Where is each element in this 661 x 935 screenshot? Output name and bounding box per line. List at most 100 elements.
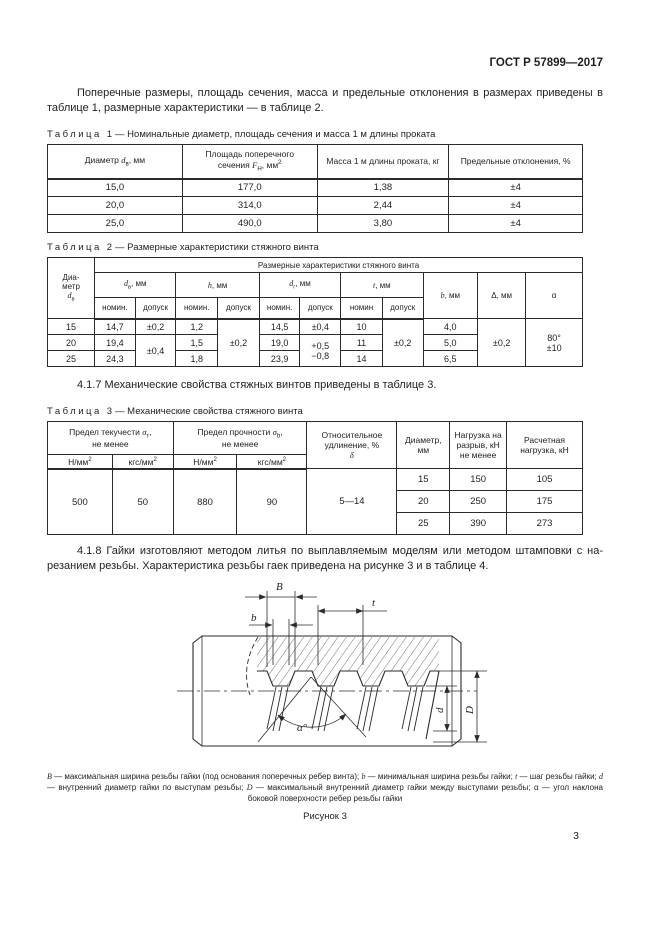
table-cell: 1,2 [175, 318, 219, 335]
figure-label: Рисунок 3 [303, 811, 347, 823]
table-caption-word: Таблица [47, 406, 102, 417]
table-caption-word: Таблица [47, 129, 102, 140]
table-cell: 14 [340, 350, 383, 367]
table-header-cell: Масса 1 м длины проката, кг [316, 144, 450, 180]
table-header-cell: Диа-метр dв [46, 257, 96, 319]
dim-label-D: D [464, 706, 476, 715]
table-header-cell: Н/мм2 [47, 453, 113, 470]
table-header-cell: кгс/мм2 [111, 453, 174, 470]
dim-label-alpha: α° [297, 722, 308, 734]
table-cell: 80° ±10 [525, 318, 583, 367]
table-header-cell: допуск [381, 297, 424, 320]
table1-caption: Таблица 1— Номинальные диаметр, площадь с… [47, 129, 603, 140]
table-cell: ±4 [448, 178, 583, 197]
table-header-cell: dг, мм [258, 272, 342, 298]
table-caption-text: — Размерные характеристики стяжного винт… [115, 242, 319, 253]
table-cell: 23,9 [258, 350, 301, 367]
table-cell: ±0,2 [381, 318, 424, 367]
dim-label-b: b [251, 612, 257, 624]
table-header-cell: Предельные отклонения, % [448, 144, 583, 180]
table-cell: 11 [340, 334, 383, 351]
table-cell: 20 [46, 334, 96, 351]
table-3-mechanical-properties: Предел текучести σт, не менее Предел прочн… [47, 420, 584, 536]
table-cell: 15,0 [47, 178, 183, 197]
table-header-cell: Площадь поперечного сечения FН, мм2 [181, 144, 318, 180]
clause-4-1-7: 4.1.7 Механические свойства стяжных винт… [77, 379, 437, 391]
table-header-cell: Предел текучести σт, не менее [47, 421, 174, 455]
figure-3-container: B b t α° d D [47, 579, 603, 770]
figure-caption: B — максимальная ширина резьбы гайки (по… [47, 772, 604, 804]
table-cell: 14,7 [94, 318, 136, 335]
table-cell: 177,0 [181, 178, 318, 197]
table-cell: 105 [505, 468, 584, 492]
table-header-cell: b, мм [422, 272, 479, 319]
table-cell: 3,80 [316, 214, 450, 233]
table-cell: 6,5 [422, 350, 479, 367]
table-cell: 10 [340, 318, 383, 335]
table-cell: 273 [505, 512, 584, 536]
table-cell: 25 [396, 512, 451, 536]
table-header-cell: Предел прочности σb, не менее [172, 421, 308, 455]
table-cell: +0,5 −0,8 [299, 334, 342, 367]
table-header-cell: Диаметр, мм [396, 420, 451, 470]
table-caption-word: Таблица [47, 242, 102, 253]
page-number: 3 [573, 830, 579, 843]
table-cell: ±0,4 [299, 318, 342, 335]
table-caption-number: 3 [106, 406, 113, 417]
table-cell: 25,0 [47, 214, 183, 233]
table-1-roll-dimensions: Диаметр dв, мм Площадь поперечного сечения… [47, 144, 583, 233]
dim-label-B: B [276, 581, 283, 593]
table-cell: 24,3 [94, 350, 136, 367]
table-cell: 490,0 [181, 214, 318, 233]
table-cell: 1,5 [175, 334, 219, 351]
table-caption-number: 1 [106, 129, 113, 140]
clause-4-1-8: 4.1.8 Гайки изготовляют методом литья по… [47, 545, 603, 573]
table-cell: 15 [46, 318, 96, 335]
table-cell: 90 [236, 468, 308, 536]
table-header-cell: Δ, мм [477, 272, 527, 319]
table-cell: 390 [449, 512, 507, 536]
dim-label-t: t [372, 597, 376, 609]
table-header-cell: допуск [299, 297, 342, 320]
table-header-cell: кгс/мм2 [236, 453, 308, 470]
intro-paragraph: Поперечные размеры, площадь сечения, мас… [47, 87, 603, 114]
table-header-cell: dв, мм [94, 272, 177, 298]
table-cell: 2,44 [316, 196, 450, 215]
table-cell: ±0,2 [134, 318, 177, 335]
table-header-cell: Диаметр dв, мм [47, 144, 183, 180]
table-cell: 20 [396, 490, 451, 514]
table-header-cell: h, мм [175, 272, 260, 298]
table-header-cell: Н/мм2 [172, 453, 238, 470]
table-cell: 250 [449, 490, 507, 514]
table-header-cell: Расчетная нагрузка, кН [505, 420, 584, 470]
table-header-cell: t, мм [340, 272, 424, 298]
table-cell: 50 [111, 468, 174, 536]
table-cell: 4,0 [422, 318, 479, 335]
table-header-cell: Относительное удлинение, % δ [306, 420, 398, 470]
table-header-cell: номин. [94, 297, 136, 320]
document-header: ГОСТ Р 57899—2017 [489, 57, 603, 69]
table3-caption: Таблица 3— Механические свойства стяжного… [47, 406, 603, 417]
table-cell: ±0,2 [477, 318, 527, 367]
table-cell: 15 [396, 468, 451, 492]
table-caption-text: — Номинальные диаметр, площадь сечения и… [115, 129, 436, 140]
dim-label-d: d [434, 707, 446, 713]
table-cell: 25 [46, 350, 96, 367]
table-header-cell: допуск [217, 297, 260, 320]
table-cell: 20,0 [47, 196, 183, 215]
table-cell: 5—14 [306, 468, 398, 536]
table-cell: ±0,4 [134, 334, 177, 367]
table-cell: 1,8 [175, 350, 219, 367]
nut-body-drawing [177, 591, 487, 747]
table-cell: ±4 [448, 196, 583, 215]
dimension-lines [245, 591, 487, 743]
table-cell: 880 [172, 468, 238, 536]
table-cell: 175 [505, 490, 584, 514]
table-header-cell: номин. [258, 297, 301, 320]
table-cell: 19,0 [258, 334, 301, 351]
table-cell: 1,38 [316, 178, 450, 197]
table-header-cell: α [525, 272, 583, 319]
table-cell: 314,0 [181, 196, 318, 215]
table-cell: 5,0 [422, 334, 479, 351]
